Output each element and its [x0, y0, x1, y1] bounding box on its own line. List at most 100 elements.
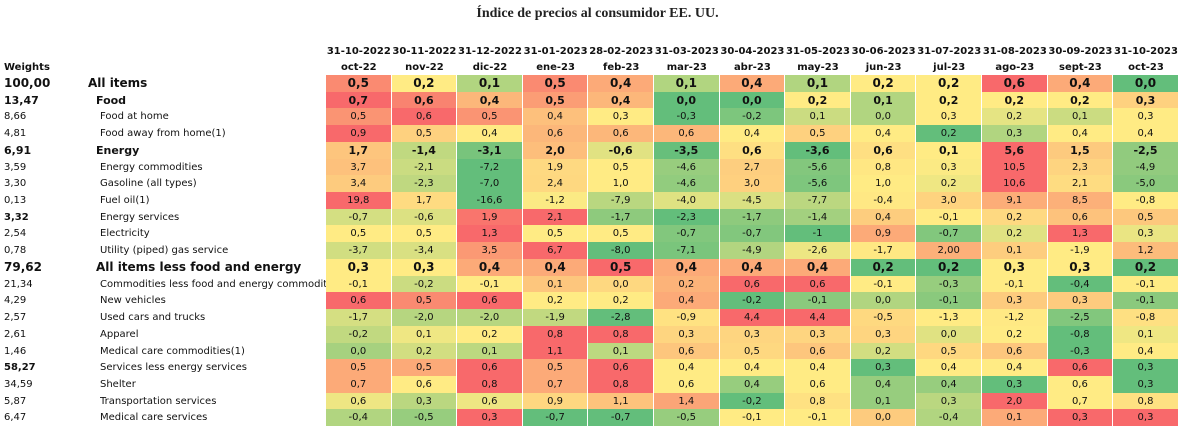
heatmap-cell: 0,5 — [522, 359, 588, 377]
heatmap-cell: 0,6 — [1047, 375, 1113, 393]
heatmap-cell: -0,1 — [457, 275, 522, 293]
row-weight: 6,91 — [4, 143, 32, 157]
heatmap-cell: 0,6 — [588, 125, 653, 143]
heatmap-cell: -7,2 — [457, 158, 522, 176]
heatmap-cell: 0,2 — [982, 225, 1047, 243]
column-date-header: 31-10-2023 — [1114, 46, 1178, 57]
heatmap-cell: -1,2 — [522, 192, 588, 210]
heatmap-cell: 0,2 — [654, 275, 719, 293]
heatmap-cell: 2,3 — [1047, 158, 1113, 176]
heatmap-cell: 0,1 — [850, 91, 916, 109]
heatmap-cell: 0,4 — [457, 258, 522, 276]
heatmap-cell: 0,5 — [326, 108, 391, 126]
row-weight: 0,78 — [4, 245, 27, 257]
row-label: Medical care services — [100, 412, 208, 424]
row-weight: 3,30 — [4, 178, 27, 190]
heatmap-cell: -2,5 — [1047, 309, 1113, 327]
heatmap-cell: 1,9 — [457, 208, 522, 226]
heatmap-cell: 0,8 — [522, 325, 588, 343]
table-row: 2,57 Used cars and trucks -1,7 -2,0 -2,0 -1,9… — [0, 309, 1195, 327]
heatmap-cell: -2,0 — [457, 309, 522, 327]
heatmap-cell: 0,3 — [1047, 292, 1113, 310]
heatmap-cell: -0,2 — [391, 275, 457, 293]
heatmap-cell: -7,1 — [654, 242, 719, 260]
column-month-header: mar-23 — [666, 62, 707, 73]
table-row: 8,66 Food at home 0,5 0,6 0,5 0,4 0,3 -0,3 -0,2 0… — [0, 108, 1195, 126]
row-label: Used cars and trucks — [100, 312, 206, 324]
heatmap-cell: 0,3 — [982, 125, 1047, 143]
row-label: Transportation services — [100, 395, 217, 407]
heatmap-cell: 0,5 — [391, 359, 457, 377]
heatmap-cell: 0,6 — [719, 141, 785, 159]
heatmap-cell: 10,5 — [982, 158, 1047, 176]
heatmap-cell: -0,1 — [1113, 275, 1178, 293]
row-label: Medical care commodities(1) — [100, 345, 245, 357]
heatmap-cell: -2,1 — [391, 158, 457, 176]
heatmap-cell: 0,5 — [916, 342, 981, 360]
heatmap-cell: 3,4 — [326, 175, 391, 193]
heatmap-cell: -5,6 — [785, 175, 850, 193]
heatmap-cell: -0,7 — [522, 409, 588, 427]
heatmap-cell: 0,2 — [391, 75, 457, 92]
heatmap-cell: 0,3 — [457, 409, 522, 427]
heatmap-cell: -0,8 — [1047, 325, 1113, 343]
heatmap-cell: -5,6 — [785, 158, 850, 176]
row-weight: 2,54 — [4, 228, 27, 240]
heatmap-cell: 1,5 — [1047, 141, 1113, 159]
row-weight: 0,13 — [4, 195, 27, 207]
heatmap-cell: 0,5 — [588, 258, 653, 276]
heatmap-cell: 0,9 — [850, 225, 916, 243]
heatmap-cell: -3,1 — [457, 141, 522, 159]
heatmap-cell: -7,0 — [457, 175, 522, 193]
heatmap-cell: -0,4 — [916, 409, 981, 427]
heatmap-cell: 9,1 — [982, 192, 1047, 210]
heatmap-cell: -1,3 — [916, 309, 981, 327]
heatmap-cell: 0,6 — [719, 275, 785, 293]
column-month-header: jun-23 — [865, 62, 902, 73]
heatmap-cell: -0,5 — [391, 409, 457, 427]
heatmap-cell: -2,3 — [391, 175, 457, 193]
heatmap-cell: -0,7 — [654, 225, 719, 243]
heatmap-cell: -0,4 — [326, 409, 391, 427]
row-label: All items — [88, 76, 148, 90]
column-month-header: nov-22 — [405, 62, 444, 73]
heatmap-cell: 0,0 — [916, 325, 981, 343]
row-weight: 13,47 — [4, 93, 39, 107]
heatmap-cell: -0,2 — [719, 392, 785, 410]
heatmap-cell: 0,5 — [588, 225, 653, 243]
weights-header: Weights — [4, 62, 50, 73]
heatmap-cell: -0,3 — [1047, 342, 1113, 360]
column-month-header: sept-23 — [1059, 62, 1102, 73]
heatmap-cell: 0,3 — [391, 392, 457, 410]
heatmap-cell: 0,3 — [326, 258, 391, 276]
column-date-header: 30-09-2023 — [1048, 46, 1113, 57]
table-row: 3,32 Energy services -0,7 -0,6 1,9 2,1 -1,7 -2,… — [0, 208, 1195, 226]
row-weight: 3,59 — [4, 161, 27, 173]
heatmap-cell: 0,3 — [1113, 409, 1178, 427]
heatmap-cell: 0,3 — [588, 108, 653, 126]
heatmap-cell: 0,5 — [522, 91, 588, 109]
row-label: Electricity — [100, 228, 150, 240]
heatmap-cell: -3,7 — [326, 242, 391, 260]
heatmap-cell: 0,0 — [850, 409, 916, 427]
heatmap-cell: 0,0 — [719, 91, 785, 109]
heatmap-cell: -0,1 — [916, 208, 981, 226]
heatmap-cell: 0,0 — [850, 108, 916, 126]
table-row: 4,81 Food away from home(1) 0,9 0,5 0,4 0,6 0,… — [0, 125, 1195, 143]
heatmap-cell: 0,5 — [326, 359, 391, 377]
heatmap-cell: 3,0 — [916, 192, 981, 210]
heatmap-cell: 0,4 — [719, 359, 785, 377]
column-date-header: 31-01-2023 — [523, 46, 588, 57]
heatmap-cell: 3,0 — [719, 175, 785, 193]
row-label: Shelter — [100, 378, 136, 390]
heatmap-cell: 0,3 — [982, 375, 1047, 393]
heatmap-cell: 0,1 — [1113, 325, 1178, 343]
heatmap-cell: 0,4 — [719, 258, 785, 276]
heatmap-cell: -8,0 — [588, 242, 653, 260]
heatmap-cell: -0,2 — [719, 108, 785, 126]
heatmap-cell: 0,2 — [916, 125, 981, 143]
heatmap-cell: 0,5 — [391, 292, 457, 310]
column-month-header: oct-23 — [1128, 62, 1164, 73]
heatmap-cell: 1,1 — [588, 392, 653, 410]
heatmap-cell: 0,8 — [457, 375, 522, 393]
